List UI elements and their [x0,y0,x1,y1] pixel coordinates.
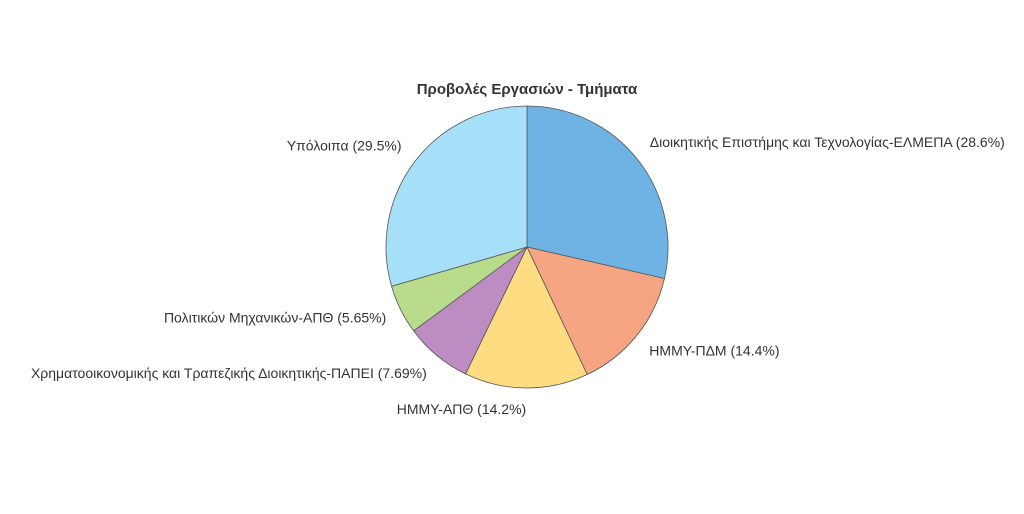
chart-title: Προβολές Εργασιών - Τμήματα [417,81,638,98]
pie-label-1: ΗΜΜΥ-ΠΔΜ (14.4%) [649,342,779,358]
pie-slice-0 [526,105,669,280]
pie-labels: Διοικητικής Επιστήμης και Τεχνολογίας-ΕΛ… [31,134,1005,417]
pie-slices [385,105,669,389]
pie-label-0: Διοικητικής Επιστήμης και Τεχνολογίας-ΕΛ… [650,134,1005,150]
pie-label-4: Πολιτικών Μηχανικών-ΑΠΘ (5.65%) [164,310,386,326]
pie-label-2: ΗΜΜΥ-ΑΠΘ (14.2%) [397,401,526,417]
pie-slice-2 [465,246,588,389]
pie-label-5: Υπόλοιπα (29.5%) [287,138,402,154]
pie-label-3: Χρηματοοικονομικής και Τραπεζικής Διοικη… [31,365,427,381]
pie-slice-1 [526,246,665,376]
pie-slice-5 [385,105,528,287]
